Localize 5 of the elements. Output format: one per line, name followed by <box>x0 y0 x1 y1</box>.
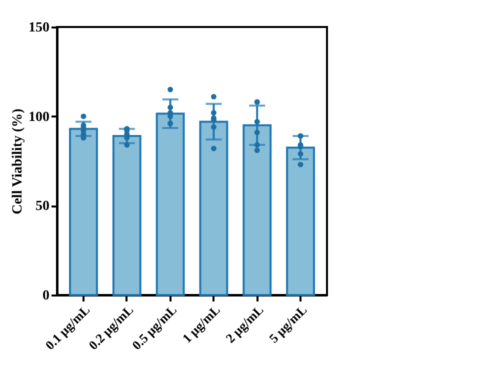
y-tick-label: 150 <box>28 20 50 36</box>
y-axis-title: Cell Viability (%) <box>10 108 26 214</box>
y-tick-label: 100 <box>28 110 50 125</box>
y-tick-label: 0 <box>42 288 50 304</box>
y-tick-label: 50 <box>36 199 50 214</box>
